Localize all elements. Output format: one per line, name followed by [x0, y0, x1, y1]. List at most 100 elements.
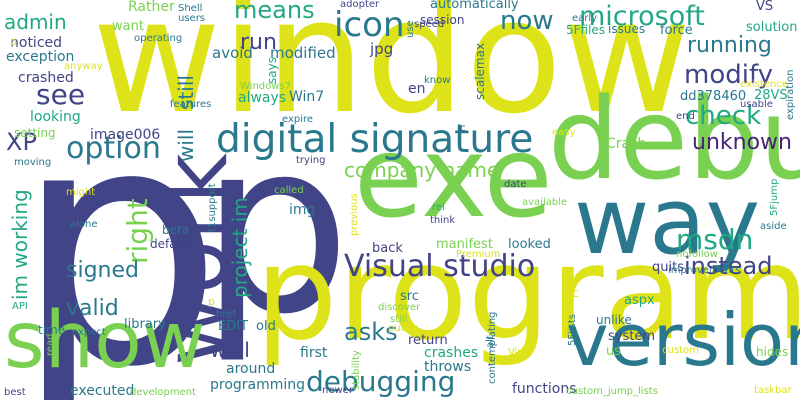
- word-newer: newer: [322, 385, 353, 396]
- word-program: program: [255, 217, 800, 369]
- word-public: public: [388, 323, 419, 334]
- word-might: might: [66, 187, 96, 198]
- word-modified: modified: [270, 44, 336, 62]
- word-moving: moving: [14, 157, 52, 168]
- word-development: development: [130, 387, 196, 398]
- word-executed: executed: [70, 383, 135, 399]
- word-discover: discover: [378, 302, 421, 313]
- word-instead: instead: [684, 252, 773, 280]
- word-old: old: [256, 319, 276, 334]
- word-28vs: 28VS: [754, 88, 788, 103]
- word-im-working: im working: [8, 189, 32, 300]
- word-crashes: crashes: [424, 345, 479, 361]
- word-still-h: still: [390, 314, 408, 325]
- word-issues: issues: [608, 22, 646, 36]
- word-stability: stability: [351, 350, 362, 390]
- word-p-small: p: [10, 35, 17, 48]
- word-right: right: [121, 198, 154, 264]
- word-win7: Win7: [289, 89, 325, 105]
- word-time: time: [38, 323, 66, 337]
- word-know: know: [424, 75, 451, 86]
- word-exception: exception: [6, 49, 75, 65]
- word-expect: expect: [72, 327, 106, 338]
- word-5fjump: 5Fjump: [769, 178, 780, 216]
- word-existence: existence: [740, 79, 788, 90]
- word-vista: Vista: [508, 347, 533, 358]
- word-asks: asks: [344, 318, 398, 346]
- word-alone: alone: [70, 219, 98, 230]
- word-option: option: [66, 131, 161, 166]
- word-pc: PC: [566, 289, 580, 300]
- word-edit: EDIT: [218, 319, 248, 334]
- word-icon: icon: [334, 5, 405, 45]
- word-company-name: company name: [344, 158, 500, 182]
- word-session: session: [420, 13, 465, 27]
- word-easy: easy: [552, 127, 576, 138]
- word-force: force: [660, 23, 693, 38]
- word-automatically: automatically: [430, 0, 519, 12]
- word-visual-studio: Visual studio: [344, 249, 536, 284]
- word-read: read: [45, 333, 56, 356]
- word-looking: looking: [30, 109, 81, 125]
- word-throws: throws: [424, 359, 472, 375]
- word-first: first: [300, 345, 328, 361]
- word-aside: aside: [760, 221, 787, 232]
- word-rather: Rather: [128, 0, 175, 15]
- word-think: think: [430, 215, 456, 226]
- word-way: way: [574, 168, 761, 275]
- word-signed: signed: [66, 258, 139, 283]
- word-called: called: [274, 185, 304, 196]
- word-date: date: [504, 179, 527, 190]
- word-project-im: project im: [228, 197, 252, 298]
- word-msdn: msdn: [676, 223, 754, 256]
- word-modify: modify: [684, 60, 774, 90]
- word-premium: Premium: [456, 249, 501, 260]
- word-microsoft: microsoft: [579, 1, 705, 32]
- word-features: features: [170, 99, 212, 110]
- word-shell: Shell: [178, 3, 203, 14]
- word-custom-jump-lists: custom_jump_lists: [566, 386, 658, 397]
- word-admin: admin: [4, 10, 67, 34]
- word-system: system: [608, 329, 655, 344]
- word-5ffiles: 5Ffiles: [566, 23, 606, 37]
- word-new: new: [54, 201, 83, 217]
- word-us: us: [606, 344, 622, 359]
- word-previous: previous: [349, 193, 360, 236]
- word-well: well: [210, 338, 250, 362]
- word-running: running: [687, 33, 772, 58]
- word-c: c: [460, 123, 466, 134]
- word-xp: XP: [6, 128, 37, 156]
- word-improvements: improvements: [668, 265, 741, 276]
- word-setting: setting: [14, 126, 56, 140]
- word-window: window: [92, 0, 692, 149]
- word-expiration: expiration: [785, 69, 796, 120]
- word-crash: Crash: [606, 136, 647, 152]
- word-run: run: [240, 30, 277, 55]
- word-looked: looked: [508, 237, 551, 252]
- word-solution: solution: [746, 20, 798, 35]
- word-usable: usable: [740, 99, 773, 110]
- word-show: show: [4, 296, 206, 386]
- word-return: return: [408, 333, 448, 348]
- word-manifest: manifest: [436, 237, 493, 252]
- word-p-big: p: [14, 55, 224, 400]
- word-hides: hides: [756, 345, 789, 359]
- word-debugging: debugging: [306, 365, 456, 398]
- word-expire: expire: [282, 114, 314, 125]
- word-aspx: aspx: [624, 293, 655, 308]
- word-trying: trying: [296, 155, 326, 166]
- word-functions: functions: [512, 381, 577, 397]
- word-scalemax: scalemax: [473, 42, 487, 100]
- word-now: now: [500, 6, 554, 36]
- word-image006: image006: [90, 127, 161, 143]
- word-best: best: [4, 387, 26, 398]
- word-available: available: [522, 197, 568, 208]
- word-quits: quits: [652, 260, 684, 275]
- word-crashed: crashed: [18, 70, 74, 86]
- word-programming: programming: [210, 377, 306, 393]
- word-alt: alt: [485, 335, 496, 348]
- word-operating: operating: [134, 33, 183, 44]
- word-means: means: [234, 0, 315, 24]
- word-says: says: [265, 57, 279, 84]
